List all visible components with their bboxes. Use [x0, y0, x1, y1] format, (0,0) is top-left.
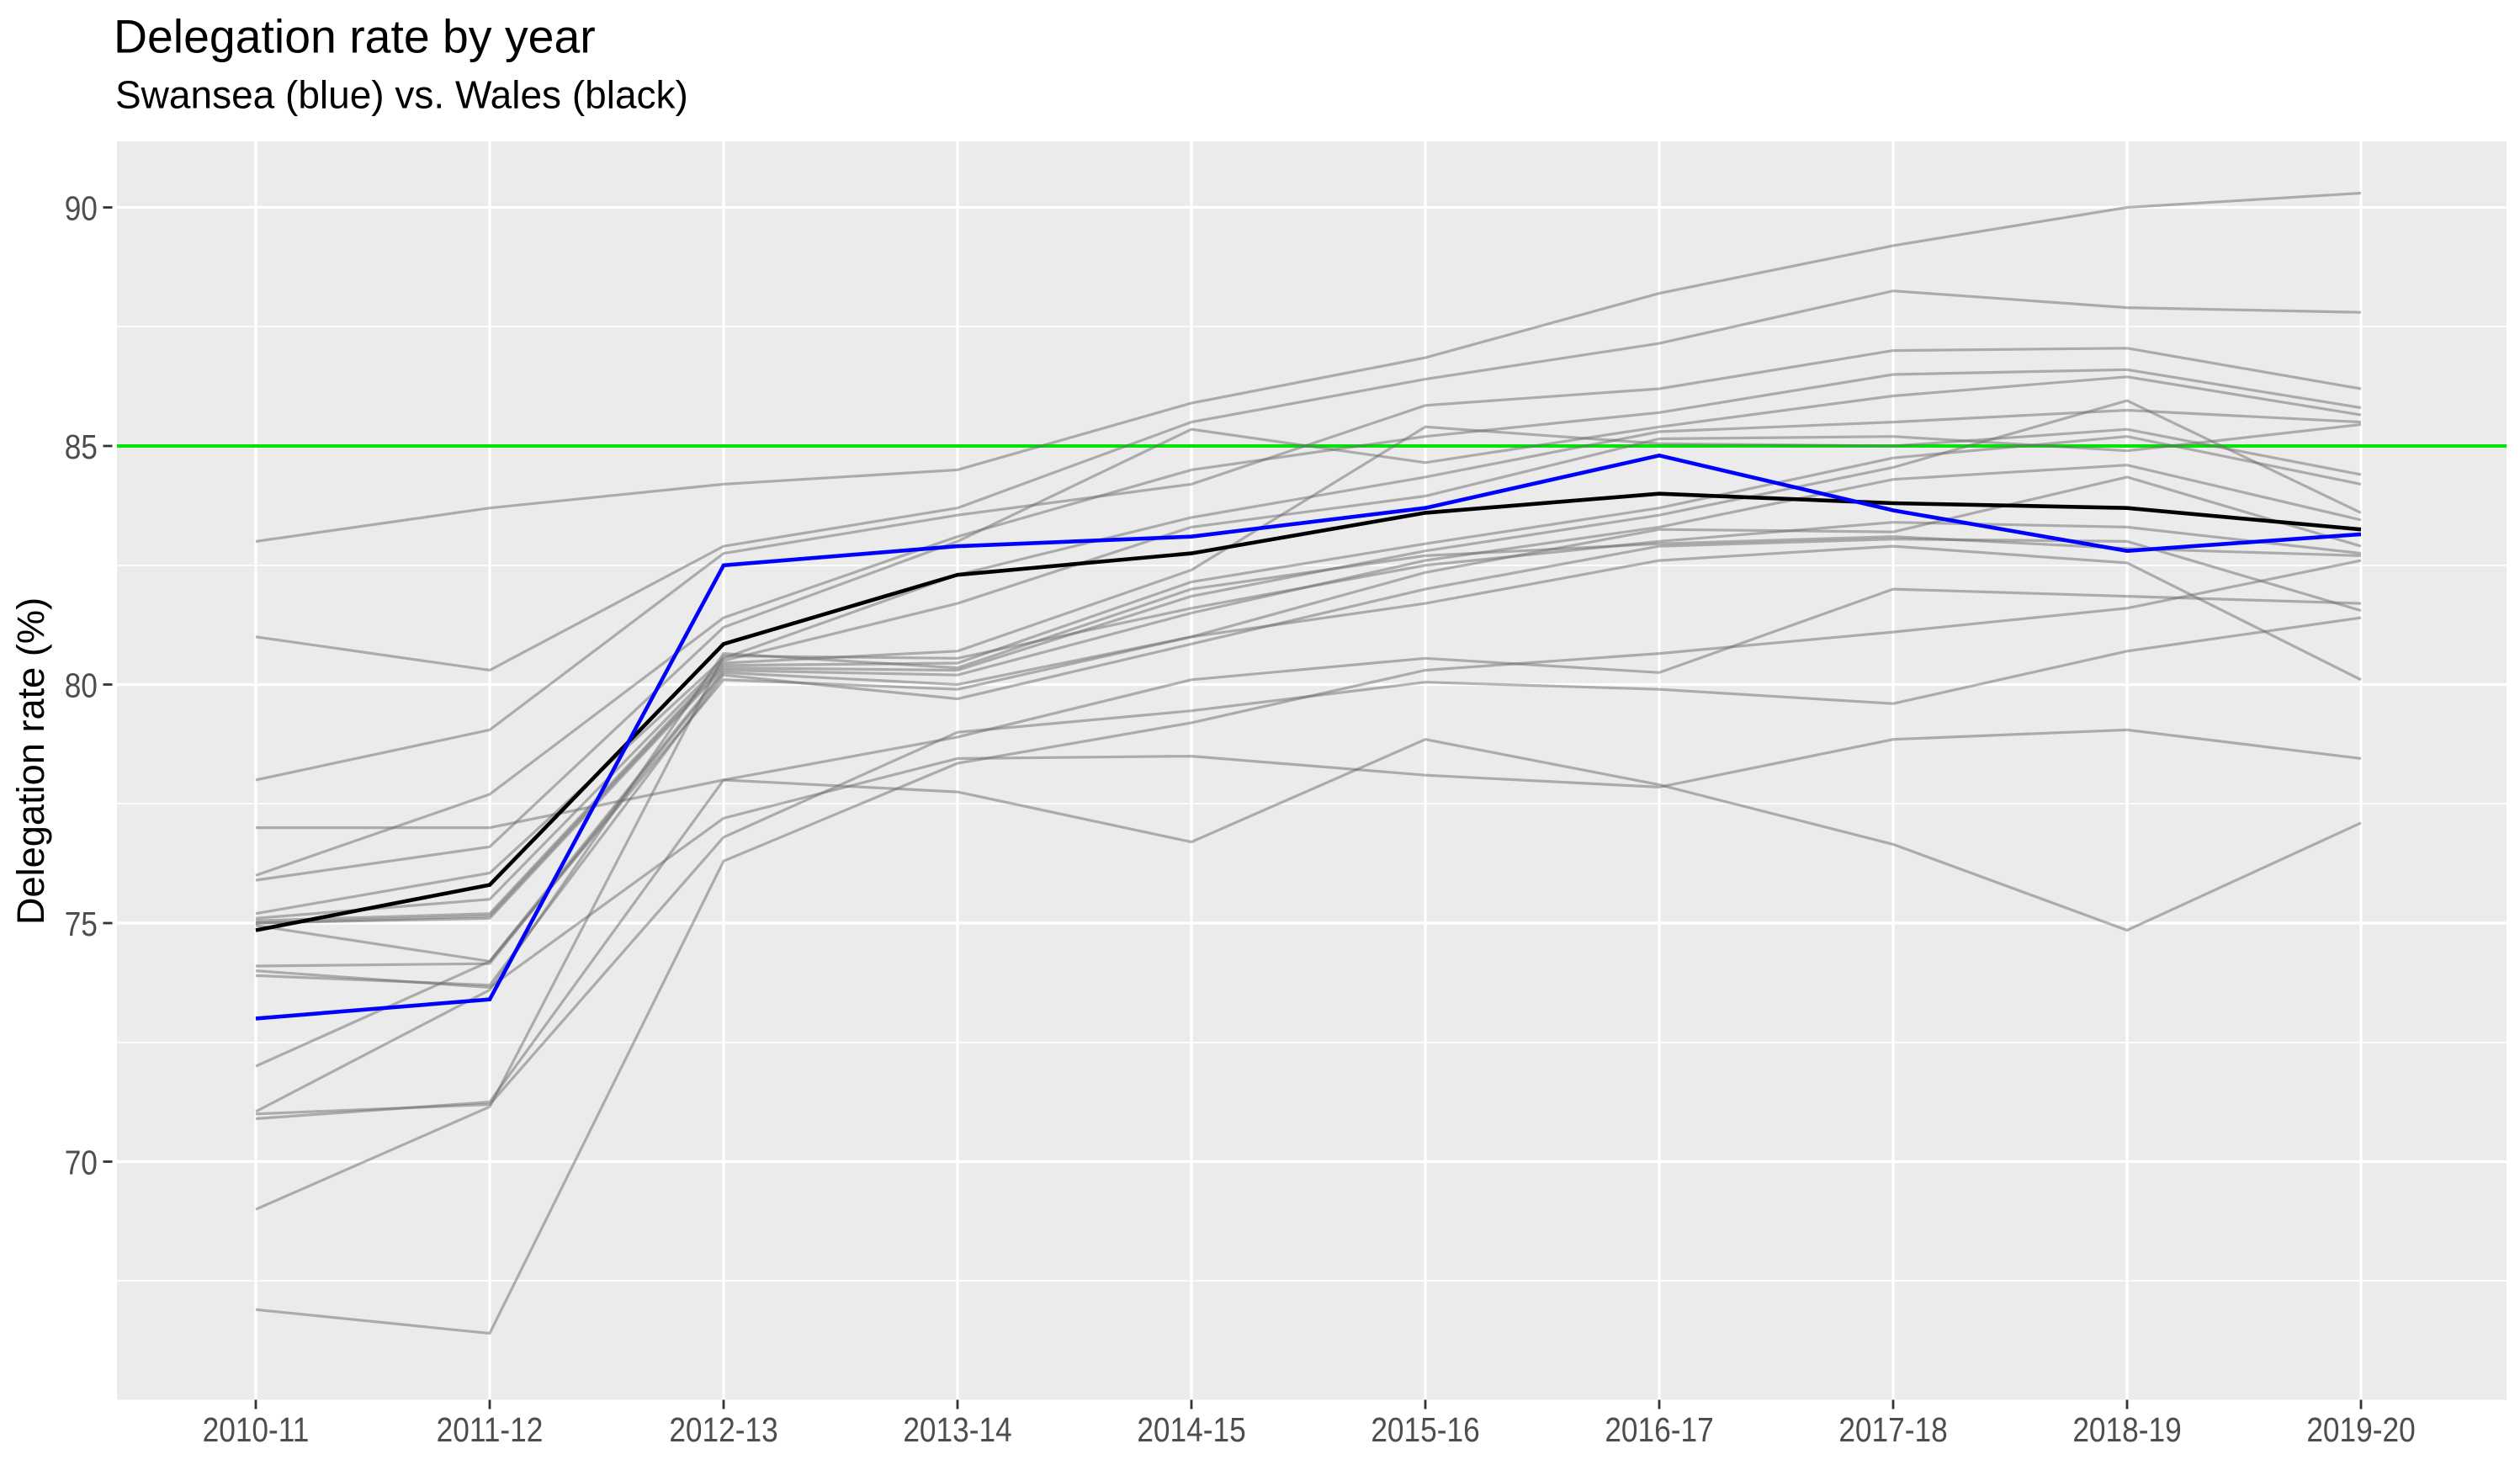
svg-text:2013-14: 2013-14 [903, 1411, 1011, 1450]
svg-text:2018-19: 2018-19 [2072, 1411, 2181, 1450]
svg-text:2010-11: 2010-11 [203, 1411, 310, 1450]
svg-text:75: 75 [65, 905, 98, 944]
svg-text:2014-15: 2014-15 [1137, 1411, 1245, 1450]
svg-text:2019-20: 2019-20 [2306, 1411, 2415, 1450]
svg-text:80: 80 [65, 666, 98, 705]
svg-text:Delegation rate by year: Delegation rate by year [114, 11, 596, 63]
svg-text:2015-16: 2015-16 [1371, 1411, 1479, 1450]
svg-text:2016-17: 2016-17 [1605, 1411, 1713, 1450]
svg-text:70: 70 [65, 1144, 98, 1182]
svg-text:Delegation rate (%): Delegation rate (%) [9, 597, 52, 925]
svg-text:2012-13: 2012-13 [669, 1411, 777, 1450]
svg-text:85: 85 [65, 428, 98, 467]
svg-text:Swansea (blue) vs. Wales (blac: Swansea (blue) vs. Wales (black) [115, 73, 688, 117]
svg-text:2017-18: 2017-18 [1838, 1411, 1947, 1450]
svg-text:90: 90 [65, 189, 98, 228]
svg-text:2011-12: 2011-12 [437, 1411, 544, 1450]
